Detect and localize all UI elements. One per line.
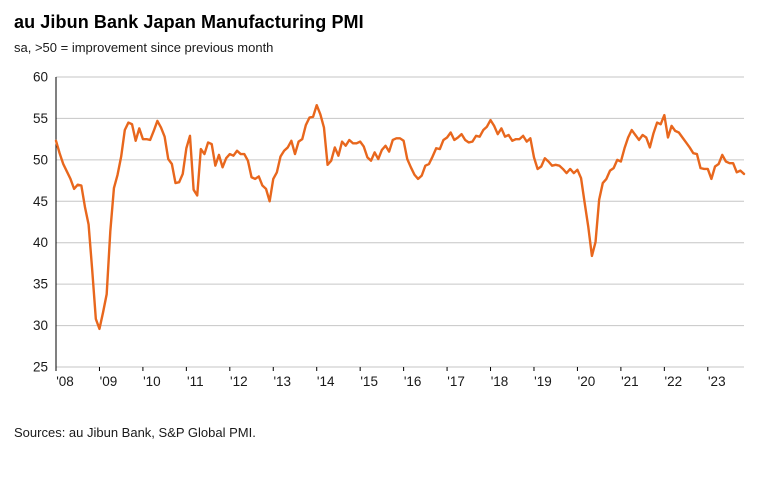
x-axis-tick-label: '11 bbox=[187, 374, 204, 389]
x-axis-tick-label: '13 bbox=[273, 374, 291, 389]
x-axis-tick-label: '10 bbox=[143, 374, 161, 389]
y-axis-tick-label: 55 bbox=[33, 111, 48, 126]
x-axis-tick-label: '14 bbox=[317, 374, 335, 389]
y-axis-tick-label: 35 bbox=[33, 277, 48, 292]
chart-area: 25 30 35 40 45 50 55 60 '08 '09 '10 '11 '12 '13 '14 '15… bbox=[14, 69, 754, 399]
pmi-line-chart: 25 30 35 40 45 50 55 60 '08 '09 '10 '11 '12 '13 '14 '15… bbox=[33, 70, 746, 389]
pmi-series-line bbox=[54, 103, 746, 331]
x-axis-tick-label: '18 bbox=[491, 374, 509, 389]
x-axis-tick-label: '16 bbox=[404, 374, 422, 389]
x-axis-tick-label: '21 bbox=[621, 374, 639, 389]
y-axis-tick-label: 25 bbox=[33, 360, 48, 375]
x-axis-tick-label: '23 bbox=[708, 374, 726, 389]
y-axis-tick-label: 40 bbox=[33, 235, 48, 250]
chart-subtitle: sa, >50 = improvement since previous mon… bbox=[14, 40, 274, 55]
y-axis-tick-label: 45 bbox=[33, 194, 48, 209]
y-axis-tick-label: 50 bbox=[33, 152, 48, 167]
x-axis-tick-label: '20 bbox=[578, 374, 596, 389]
source-note: Sources: au Jibun Bank, S&P Global PMI. bbox=[14, 425, 256, 440]
x-axis-tick-label: '08 bbox=[56, 374, 74, 389]
x-axis-tick-label: '15 bbox=[360, 374, 378, 389]
x-axis-tick-label: '12 bbox=[230, 374, 248, 389]
x-axis-tick-label: '22 bbox=[665, 374, 683, 389]
y-axis-tick-label: 30 bbox=[33, 318, 48, 333]
x-axis-tick-label: '17 bbox=[447, 374, 465, 389]
x-axis-tick-label: '19 bbox=[534, 374, 552, 389]
y-axis-tick-label: 60 bbox=[33, 70, 48, 85]
x-axis-tick-label: '09 bbox=[100, 374, 118, 389]
chart-title: au Jibun Bank Japan Manufacturing PMI bbox=[14, 12, 364, 32]
